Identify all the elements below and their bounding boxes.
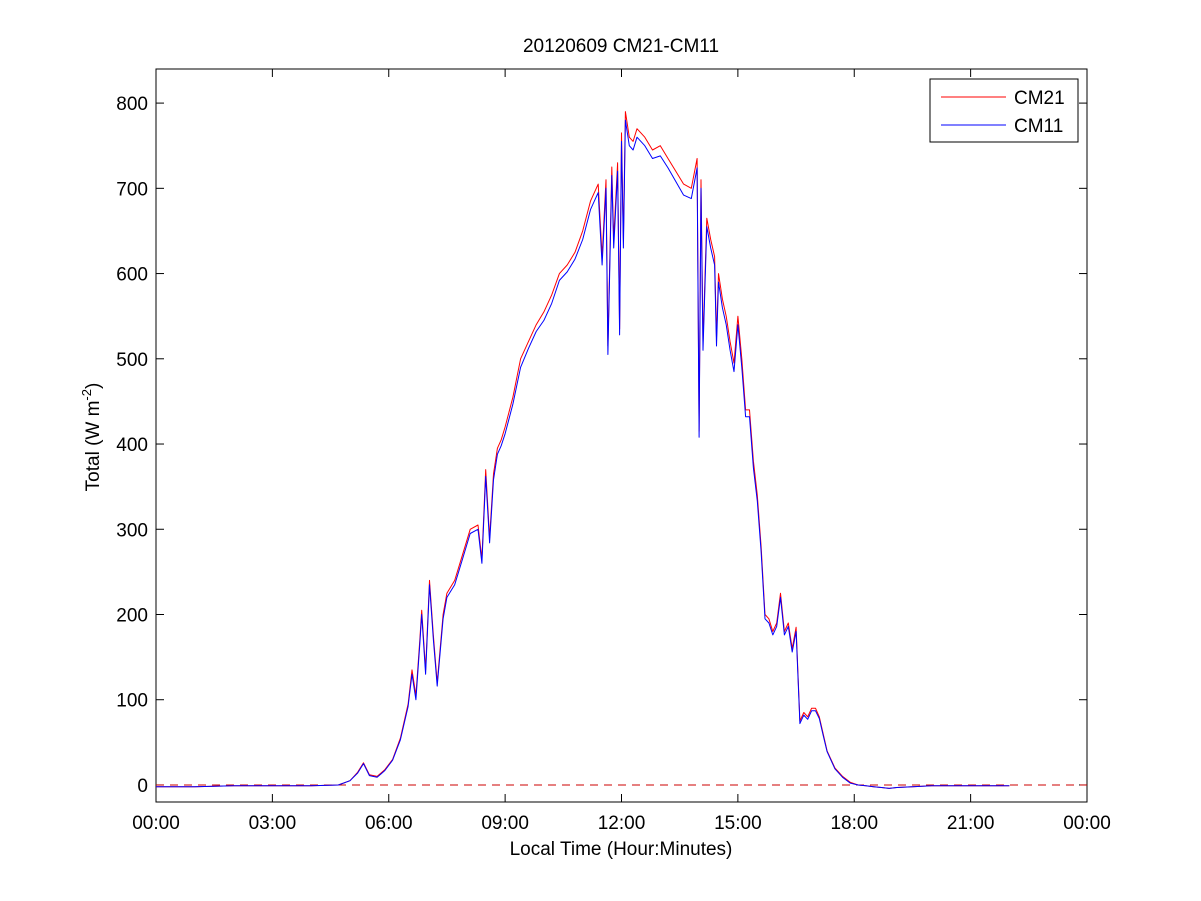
y-axis-label-main: Total (W m bbox=[83, 401, 104, 492]
y-axis-ticks: 0 100 200 300 400 500 600 700 800 bbox=[116, 94, 1087, 797]
x-tick-label: 00:00 bbox=[1063, 813, 1111, 834]
x-tick-label: 03:00 bbox=[249, 813, 297, 834]
y-axis-label-superscript: -2 bbox=[79, 389, 94, 401]
x-tick-label: 12:00 bbox=[598, 813, 646, 834]
y-tick-label: 800 bbox=[116, 94, 148, 115]
plot-area: 00:00 03:00 06:00 09:00 12:00 15:00 18:00 21:00… bbox=[116, 68, 1111, 834]
x-tick-label: 21:00 bbox=[947, 813, 995, 834]
legend: CM21 CM11 bbox=[929, 78, 1079, 143]
y-tick-label: 200 bbox=[116, 605, 148, 626]
y-tick-label: 700 bbox=[116, 179, 148, 200]
x-tick-label: 06:00 bbox=[365, 813, 413, 834]
y-axis-label: Total (W m-2) bbox=[79, 383, 104, 492]
x-tick-label: 00:00 bbox=[132, 813, 180, 834]
y-tick-label: 600 bbox=[116, 265, 148, 286]
legend-label-cm21: CM21 bbox=[1014, 88, 1065, 109]
x-tick-label: 09:00 bbox=[481, 813, 529, 834]
y-tick-label: 100 bbox=[116, 691, 148, 712]
x-axis-ticks: 00:00 03:00 06:00 09:00 12:00 15:00 18:00 21:00… bbox=[132, 69, 1111, 834]
y-tick-label: 0 bbox=[137, 776, 148, 797]
series-line-cm11 bbox=[156, 119, 1010, 789]
series-layer bbox=[156, 111, 1010, 789]
chart-title: 20120609 CM21-CM11 bbox=[523, 36, 719, 57]
y-axis-label-close: ) bbox=[83, 383, 104, 389]
legend-box bbox=[929, 78, 1079, 143]
x-axis-label: Local Time (Hour:Minutes) bbox=[510, 839, 733, 860]
y-tick-label: 500 bbox=[116, 350, 148, 371]
y-tick-label: 400 bbox=[116, 435, 148, 456]
x-tick-label: 15:00 bbox=[714, 813, 762, 834]
y-tick-label: 300 bbox=[116, 520, 148, 541]
legend-label-cm11: CM11 bbox=[1014, 116, 1063, 137]
x-tick-label: 18:00 bbox=[830, 813, 878, 834]
